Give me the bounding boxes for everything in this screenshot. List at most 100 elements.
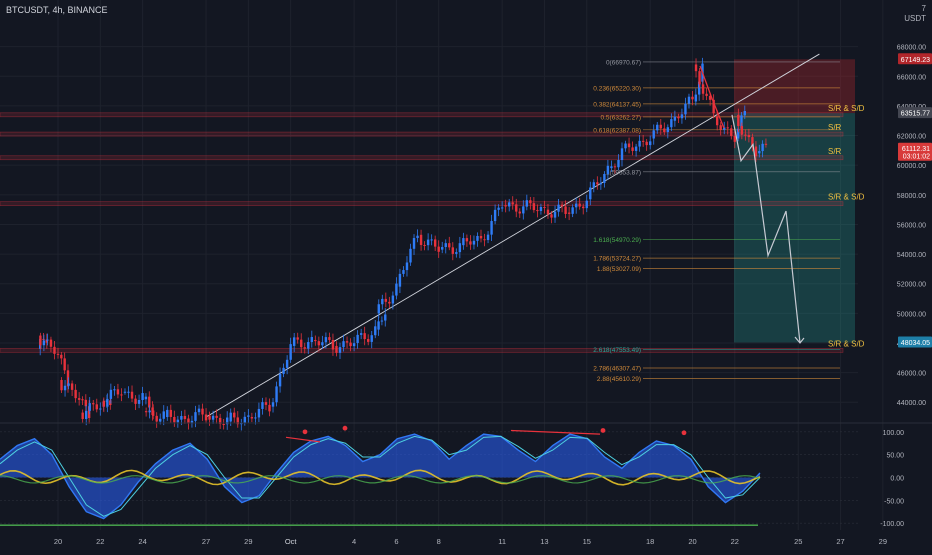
- candle: [592, 182, 595, 188]
- candle: [296, 337, 299, 340]
- price-tick-label: 62000.00: [897, 134, 926, 141]
- candle: [377, 321, 380, 330]
- candle: [324, 337, 328, 343]
- signal-dot: [681, 430, 687, 436]
- candle: [84, 399, 88, 407]
- candle: [589, 187, 592, 200]
- candle: [218, 417, 222, 424]
- candle: [183, 416, 187, 420]
- currency-label[interactable]: 7 USDT: [904, 4, 926, 24]
- candle: [617, 160, 620, 168]
- oscillator-tick-label: -50.00: [884, 498, 904, 505]
- candle: [240, 423, 243, 425]
- candle: [285, 359, 289, 368]
- candle: [550, 214, 553, 218]
- candle: [638, 140, 641, 147]
- candle: [557, 204, 560, 212]
- time-axis: 20 22 24 27 29 Oct 4 6 8 11 13 15 18 20 22 25 27 29: [54, 537, 887, 546]
- candle: [120, 394, 123, 396]
- candle: [451, 247, 454, 254]
- candle: [532, 203, 536, 211]
- candle: [42, 340, 46, 346]
- price-tick-label: 54000.00: [897, 252, 926, 259]
- candle: [233, 412, 236, 418]
- candle: [444, 243, 447, 248]
- candle: [314, 340, 317, 342]
- signal-dot: [302, 429, 308, 435]
- candle: [479, 235, 483, 239]
- candle: [63, 358, 66, 371]
- candle: [631, 147, 634, 151]
- candle: [525, 200, 529, 207]
- candle: [539, 206, 543, 211]
- candle: [500, 207, 504, 209]
- candle: [328, 337, 331, 340]
- candle: [215, 415, 218, 418]
- candle: [197, 408, 201, 413]
- candle: [465, 238, 469, 242]
- candle: [719, 125, 722, 130]
- candle: [405, 262, 409, 271]
- candle: [74, 389, 77, 399]
- time-tick-label: 29: [879, 537, 887, 546]
- candle: [578, 203, 581, 207]
- candle: [472, 240, 476, 245]
- candle: [317, 341, 321, 346]
- candle: [596, 182, 599, 185]
- oscillator-tick-label: 50.00: [886, 453, 904, 460]
- candle: [300, 339, 303, 348]
- candle: [349, 342, 352, 347]
- candle: [95, 404, 98, 410]
- oscillator-line: [0, 435, 761, 517]
- candle: [370, 335, 373, 342]
- candle: [250, 417, 254, 419]
- candle: [166, 409, 169, 418]
- fib-label: 2.786(46307.47): [593, 366, 641, 373]
- time-tick-label: 8: [437, 537, 441, 546]
- candle: [352, 343, 356, 347]
- candle: [751, 137, 754, 147]
- price-tick-label: 68000.00: [897, 45, 926, 52]
- candle: [356, 334, 359, 343]
- candle: [49, 339, 53, 347]
- candle: [680, 114, 684, 119]
- candle: [437, 246, 440, 252]
- candle: [536, 210, 539, 212]
- divergence-line: [285, 436, 321, 443]
- candle: [698, 71, 701, 85]
- candle: [694, 94, 698, 102]
- candle: [211, 415, 215, 420]
- candle: [162, 411, 165, 419]
- candle: [515, 204, 518, 212]
- candle: [758, 151, 761, 154]
- price-tick-label: 46000.00: [897, 371, 926, 378]
- candle: [173, 416, 176, 423]
- fib-label: 0.382(64137.45): [593, 101, 641, 108]
- time-tick-label: 20: [54, 537, 62, 546]
- candle: [402, 270, 405, 274]
- candle: [106, 398, 109, 407]
- candle: [737, 114, 740, 126]
- candle: [81, 399, 84, 401]
- candle: [508, 202, 511, 207]
- price-tick-label: 50000.00: [897, 311, 926, 318]
- price-badge-text: 48034.05: [901, 340, 930, 347]
- candle: [511, 202, 514, 205]
- candle: [303, 347, 306, 349]
- candle: [359, 333, 363, 335]
- candle: [67, 383, 70, 386]
- candle: [726, 127, 729, 129]
- candle: [176, 419, 180, 423]
- fib-label: 0.618(62387.08): [593, 127, 641, 134]
- candle: [603, 173, 606, 183]
- sr-zone: [0, 348, 844, 353]
- projection-arrowhead: [794, 336, 805, 344]
- symbol-label[interactable]: BTCUSDT, 4h, BINANCE: [6, 5, 108, 15]
- candle: [85, 410, 88, 419]
- candle: [310, 337, 313, 343]
- fib-label: 0(66970.67): [606, 59, 641, 66]
- currency-top: 7: [921, 4, 926, 13]
- oscillator-tick-label: 100.00: [883, 430, 905, 437]
- candle: [433, 239, 437, 247]
